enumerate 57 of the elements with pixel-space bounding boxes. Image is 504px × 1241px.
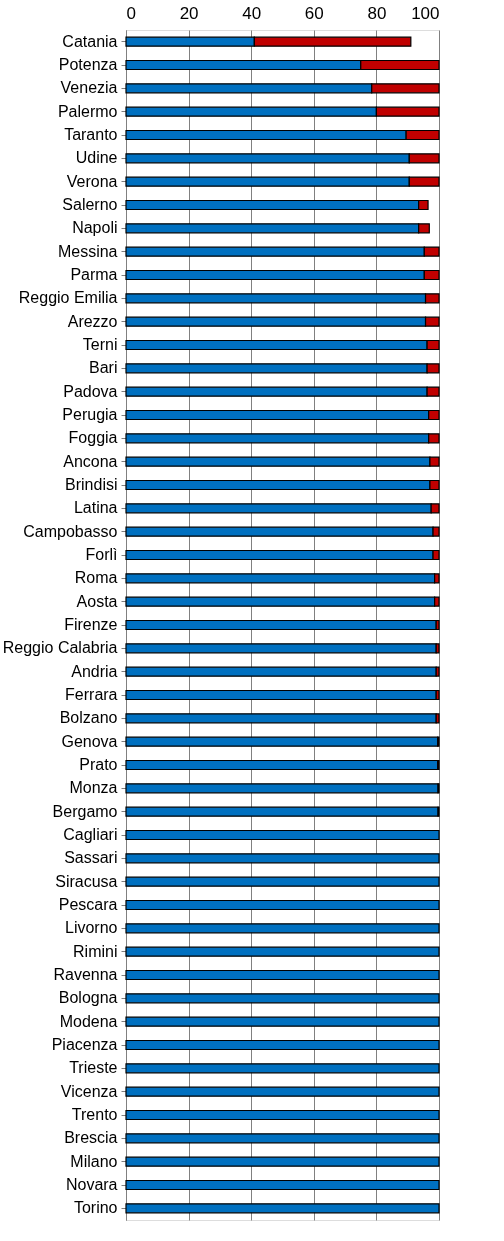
y-tick-label: Forlì — [85, 546, 118, 563]
y-tick-label: Monza — [69, 779, 118, 797]
y-tick-label: Ferrara — [65, 686, 118, 703]
y-tick-label: Terni — [82, 336, 118, 353]
y-tick-label: Perugia — [62, 406, 118, 423]
y-tick-label: Brindisi — [65, 476, 118, 493]
x-tick-label: 60 — [304, 3, 324, 23]
y-tick-label: Latina — [73, 499, 118, 517]
x-tick-label: 80 — [367, 3, 387, 23]
y-tick-label: Milano — [70, 1152, 118, 1170]
y-tick-label: Trieste — [69, 1059, 118, 1077]
y-tick-label: Taranto — [64, 126, 118, 143]
y-tick-label: Vicenza — [60, 1082, 118, 1100]
y-tick-label: Trento — [71, 1106, 118, 1123]
y-tick-label: Parma — [70, 266, 118, 283]
y-tick-label: Novara — [65, 1176, 118, 1193]
y-tick-label: Siracusa — [55, 872, 118, 890]
y-tick-label: Ravenna — [53, 966, 118, 983]
y-tick-label: Firenze — [64, 616, 118, 633]
y-tick-label: Ancona — [63, 452, 118, 470]
y-tick-label: Aosta — [76, 592, 118, 610]
y-tick-label: Verona — [66, 172, 118, 190]
y-tick-label: Arezzo — [67, 312, 118, 330]
y-tick-label: Rimini — [73, 942, 118, 960]
y-tick-label: Reggio Calabria — [2, 639, 118, 657]
y-tick-label: Catania — [62, 32, 118, 50]
y-tick-label: Bologna — [58, 989, 118, 1007]
y-tick-label: Campobasso — [23, 522, 118, 540]
y-tick-label: Potenza — [58, 56, 118, 73]
y-tick-label: Foggia — [68, 429, 118, 447]
y-tick-label: Piacenza — [51, 1036, 118, 1053]
y-tick-label: Andria — [71, 662, 118, 680]
y-tick-label: Bergamo — [52, 802, 118, 820]
y-tick-label: Brescia — [64, 1129, 118, 1147]
y-tick-label: Roma — [74, 569, 118, 587]
y-tick-label: Padova — [63, 382, 118, 400]
y-tick-label: Messina — [57, 242, 118, 260]
y-tick-label: Modena — [59, 1012, 118, 1030]
y-tick-label: Salerno — [62, 196, 118, 213]
y-tick-label: Cagliari — [63, 826, 118, 843]
x-tick-label: 100 — [411, 3, 440, 23]
y-tick-label: Udine — [75, 149, 118, 167]
y-tick-label: Venezia — [60, 79, 118, 97]
y-tick-label: Genova — [61, 732, 118, 750]
y-tick-label: Torino — [73, 1199, 118, 1217]
y-tick-label: Prato — [79, 756, 118, 773]
y-tick-label: Bolzano — [59, 709, 118, 727]
y-tick-label: Bari — [89, 359, 118, 377]
y-tick-label: Pescara — [58, 896, 118, 913]
y-tick-label: Livorno — [65, 919, 118, 937]
y-tick-label: Palermo — [57, 102, 118, 120]
x-tick-label: 40 — [242, 3, 262, 23]
y-tick-label: Reggio Emilia — [18, 289, 118, 307]
y-tick-label: Napoli — [72, 219, 118, 237]
x-tick-label: 20 — [179, 3, 199, 23]
y-tick-label: Sassari — [64, 849, 118, 867]
x-tick-label: 0 — [126, 3, 136, 23]
